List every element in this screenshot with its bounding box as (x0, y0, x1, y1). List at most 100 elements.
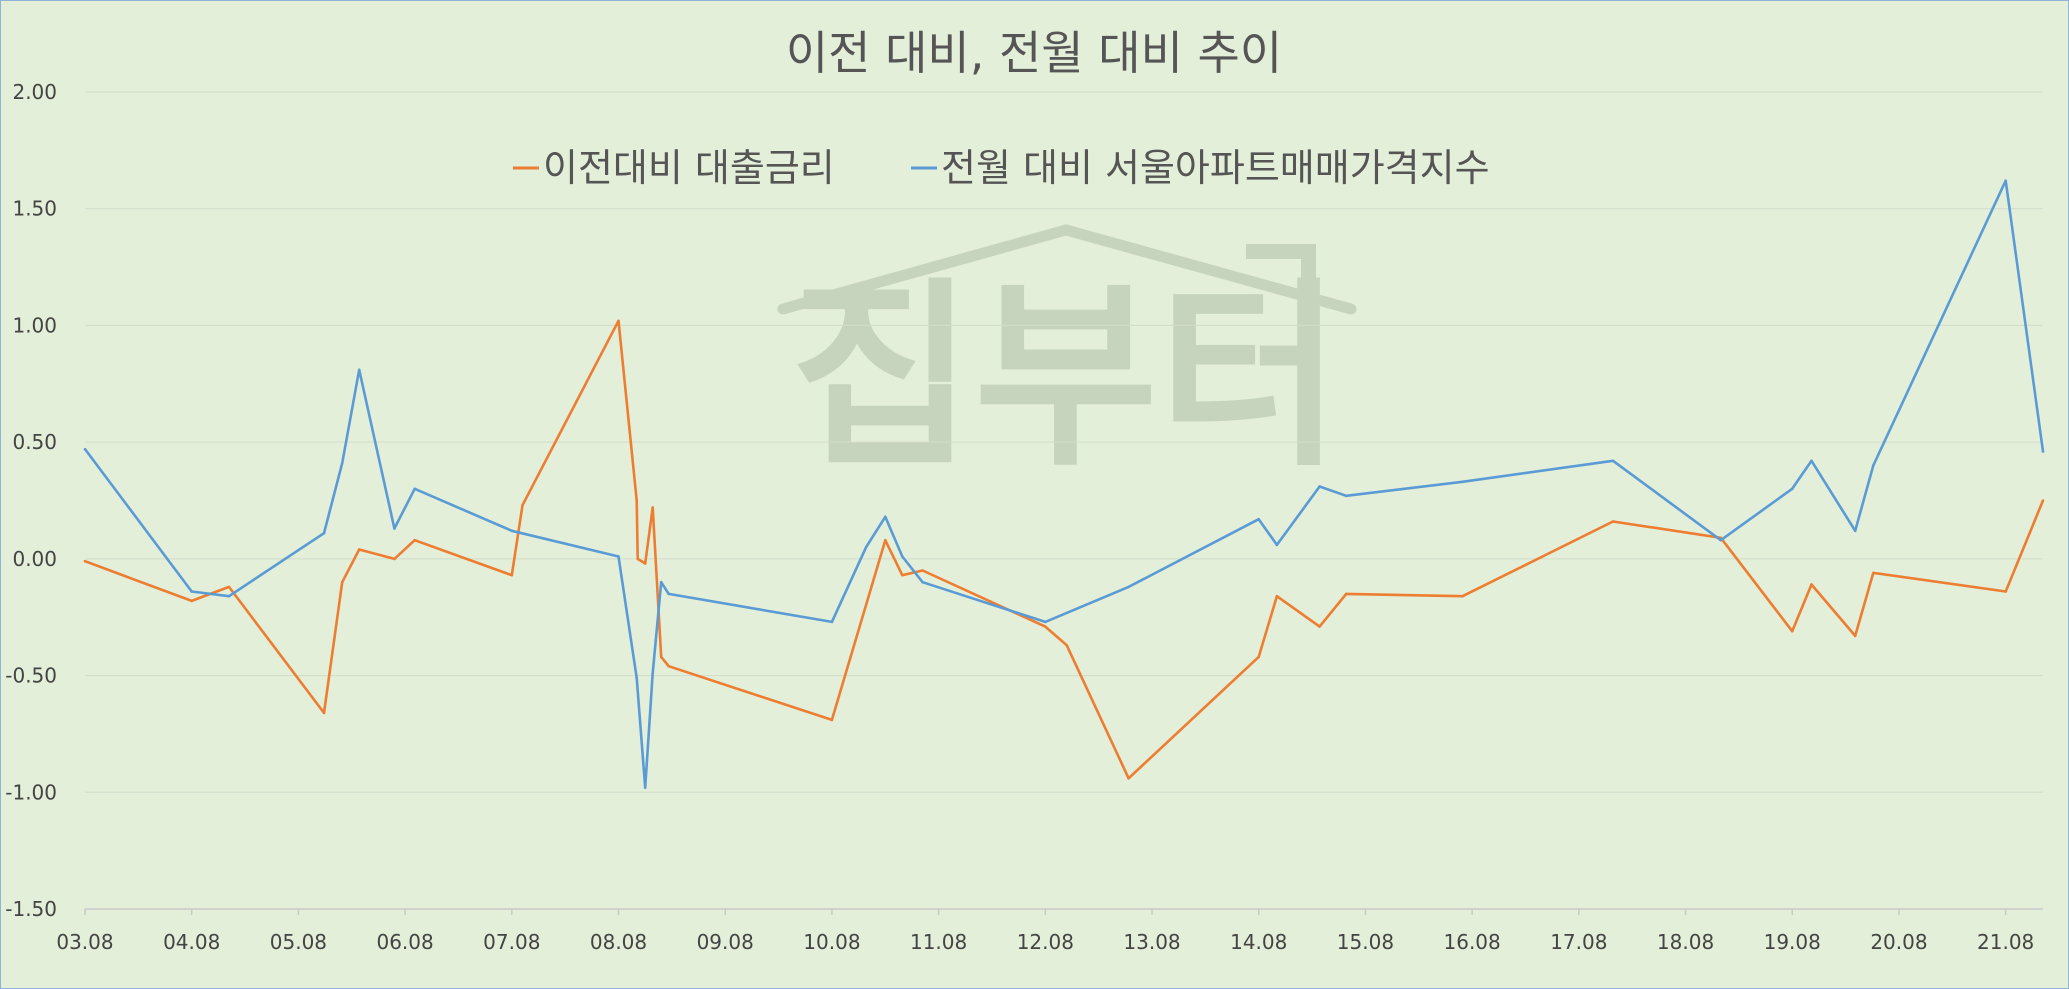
data-point (1461, 594, 1464, 598)
x-tick-label: 15.08 (1337, 930, 1394, 954)
x-tick-label: 09.08 (697, 930, 754, 954)
watermark-chimney-icon (1246, 244, 1316, 281)
data-point (643, 786, 647, 789)
data-point (1810, 459, 1813, 463)
data-point (2004, 590, 2007, 593)
data-point (190, 599, 194, 603)
x-tick-label: 14.08 (1230, 930, 1287, 954)
data-point (1275, 543, 1279, 547)
y-tick-label: -1.00 (5, 780, 57, 804)
data-point (667, 664, 670, 668)
data-point (1044, 620, 1047, 624)
y-tick-label: 0.50 (12, 430, 57, 454)
data-point (830, 620, 834, 624)
data-point (643, 562, 647, 565)
x-axis-labels: 03.08 04.08 05.08 06.08 07.08 08.08 09.08 10.08… (56, 930, 2034, 954)
data-point (340, 580, 344, 584)
data-point (1065, 643, 1068, 647)
y-axis-labels: -1.50 -1.00 -0.50 0.00 0.50 1.00 1.50 2.00 (5, 80, 57, 921)
data-point (83, 447, 87, 451)
watermark-roof-icon (777, 224, 1357, 315)
chart-title: 이전 대비, 전월 대비 추이 (786, 26, 1282, 80)
x-axis (84, 908, 2043, 915)
data-point (413, 487, 417, 491)
watermark-text: 집부터 (790, 261, 1342, 494)
data-point (340, 461, 344, 465)
data-point (1719, 538, 1723, 542)
data-point (322, 531, 326, 535)
data-point (393, 557, 396, 561)
x-tick-label: 06.08 (376, 930, 433, 954)
data-point (1790, 487, 1794, 491)
x-tick-label: 16.08 (1444, 930, 1501, 954)
data-point (2004, 179, 2007, 183)
x-tick-label: 12.08 (1017, 930, 1074, 954)
data-point (659, 580, 663, 584)
data-point (651, 506, 654, 509)
x-tick-label: 18.08 (1657, 930, 1714, 954)
data-point (1127, 585, 1130, 589)
data-point (1611, 459, 1615, 463)
data-point (322, 711, 326, 715)
x-tick-label: 08.08 (590, 930, 647, 954)
data-point (1810, 583, 1813, 586)
data-point (636, 557, 640, 561)
data-point (1127, 776, 1130, 780)
data-point (1344, 494, 1348, 498)
x-tick-label: 11.08 (910, 930, 967, 954)
data-point (921, 569, 924, 572)
data-point (901, 555, 904, 558)
data-point (659, 655, 663, 659)
data-point (883, 515, 887, 519)
x-tick-label: 10.08 (803, 930, 860, 954)
data-point (901, 573, 904, 577)
data-point (2041, 499, 2045, 502)
data-point (2041, 450, 2045, 453)
x-tick-label: 17.08 (1550, 930, 1607, 954)
data-point (1318, 625, 1321, 628)
legend-label: 이전대비 대출금리 (543, 146, 835, 190)
data-point (883, 538, 887, 542)
x-tick-label: 04.08 (163, 930, 220, 954)
data-point (1611, 520, 1615, 523)
watermark-logo: 집부터 (777, 224, 1357, 494)
x-tick-label: 20.08 (1870, 930, 1927, 954)
data-point (635, 499, 638, 502)
data-point (521, 503, 524, 507)
data-point (1461, 480, 1464, 484)
data-point (617, 555, 620, 558)
data-point (651, 671, 654, 675)
x-tick-label: 19.08 (1764, 930, 1821, 954)
data-point (227, 585, 231, 589)
data-point (1257, 517, 1261, 521)
data-point (864, 545, 868, 549)
x-tick-label: 03.08 (56, 930, 113, 954)
x-tick-label: 07.08 (483, 930, 540, 954)
data-point (921, 580, 924, 584)
data-point (1790, 629, 1794, 633)
data-point (510, 573, 514, 577)
data-point (1872, 464, 1875, 467)
data-point (1318, 485, 1321, 488)
y-tick-label: 1.00 (12, 313, 57, 337)
x-tick-label: 05.08 (270, 930, 327, 954)
plot-series (83, 179, 2045, 789)
y-tick-label: -1.50 (5, 897, 57, 921)
data-point (1275, 594, 1279, 598)
data-point (667, 592, 670, 596)
data-point (190, 590, 194, 593)
data-point (357, 548, 361, 551)
data-point (1853, 529, 1857, 533)
y-tick-label: 0.00 (12, 547, 57, 571)
data-point (393, 527, 396, 530)
legend-label: 전월 대비 서울아파트매매가격지수 (941, 146, 1490, 190)
data-point (510, 529, 514, 533)
gridlines (85, 91, 2043, 793)
data-point (1044, 625, 1047, 628)
data-point (413, 538, 417, 542)
y-tick-label: 1.50 (12, 197, 57, 221)
data-point (1853, 634, 1857, 638)
data-point (635, 676, 638, 680)
